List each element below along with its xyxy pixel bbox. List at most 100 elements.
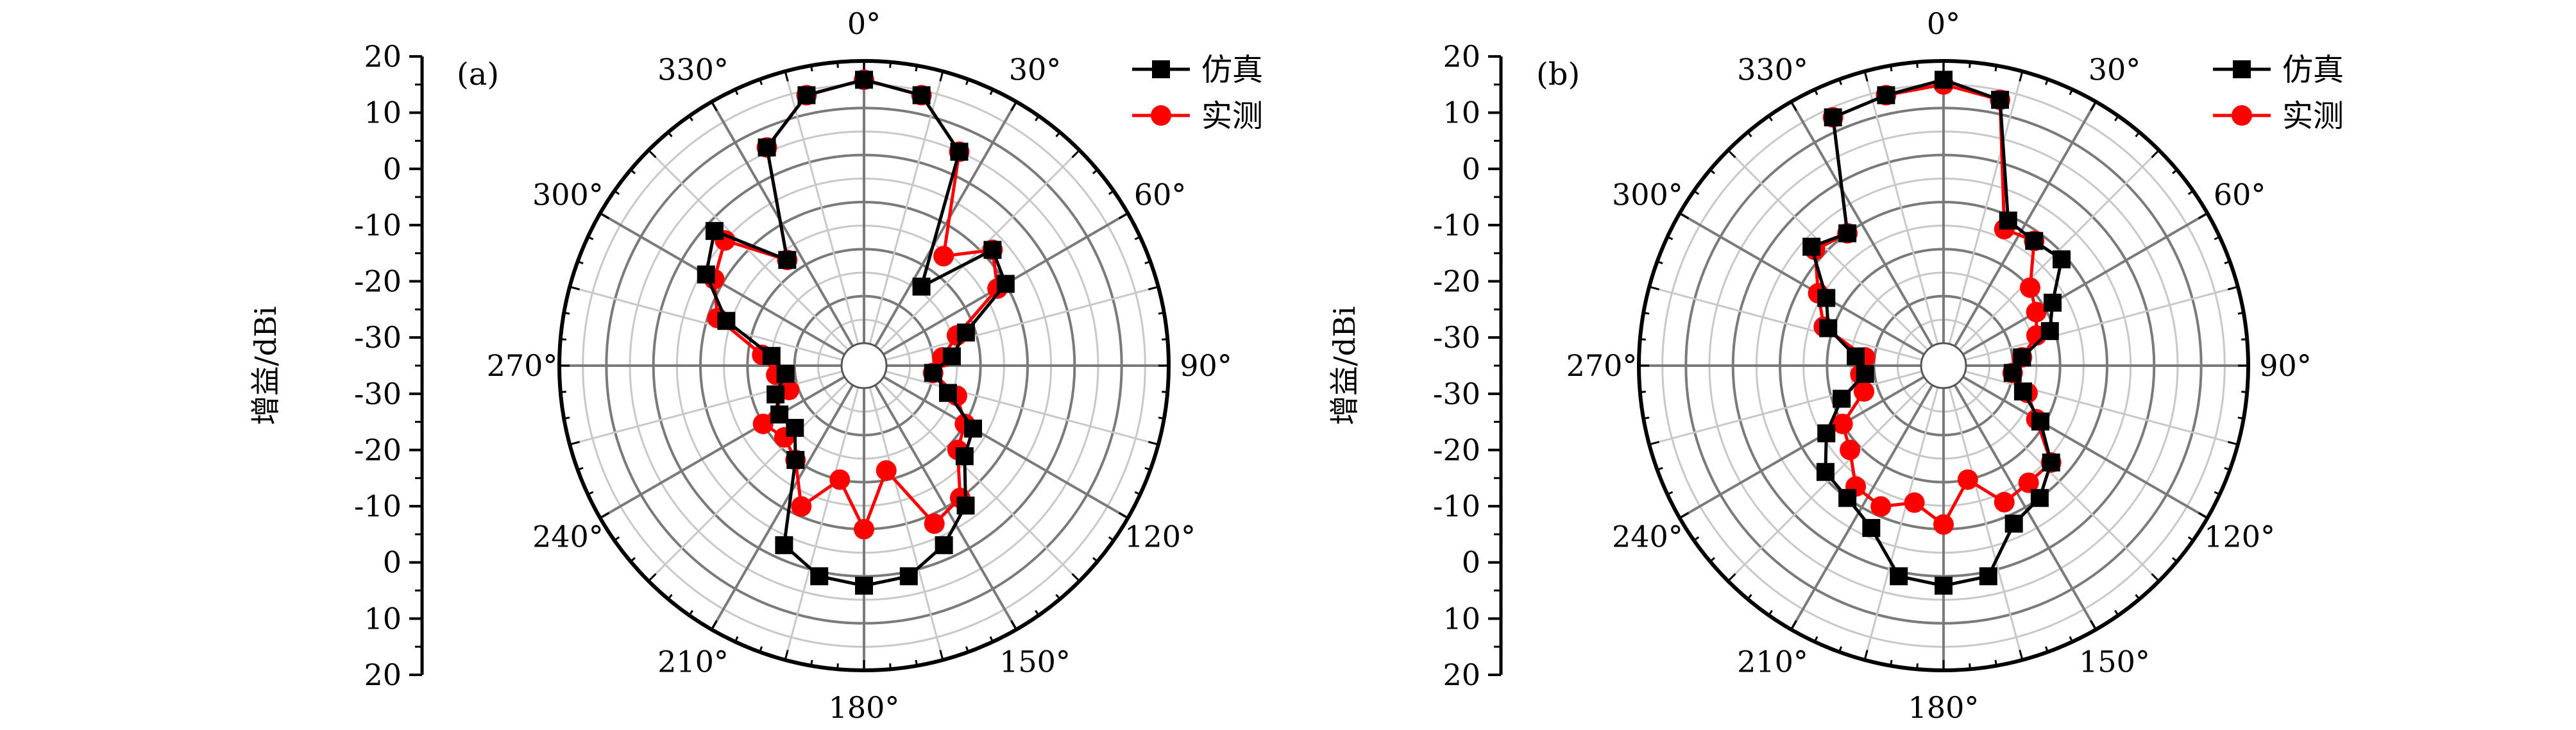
angle-label: 330° [657,52,729,87]
data-point [964,420,983,438]
angle-tick [2044,79,2049,85]
angle-label: 300° [532,178,604,212]
data-point [767,385,785,403]
angle-tick [1890,65,1893,72]
angle-tick [1144,260,1151,265]
angle-tick [1158,416,1165,420]
data-point [797,86,816,105]
data-point [1838,224,1857,242]
data-point [1847,347,1865,366]
panel-a: 0° 30° 60° 90° 120° 150° 180° 210° 240° 270° 300° 3… [248,6,1263,725]
radial-tick-label: 0 [1462,151,1480,186]
angular-gridline [869,71,944,344]
angular-gridline [784,71,860,344]
angle-tick [2135,594,2140,600]
angle-tick [2214,235,2221,241]
angle-tick [1813,636,1818,643]
angle-tick [667,132,673,137]
angle-tick [2019,71,2024,82]
angle-tick [569,285,580,291]
angle-tick [1916,62,1919,68]
data-point [786,419,804,437]
angle-tick [1648,285,1660,291]
data-point [752,413,774,434]
data-point [775,536,793,554]
angular-gridline [1958,380,2160,582]
angle-tick [1010,101,1017,112]
angle-tick [1055,132,1061,137]
angular-gridline [1863,387,1939,661]
data-point [1957,469,1978,490]
data-point [1824,108,1842,126]
angle-tick [577,260,584,265]
angle-tick [1838,646,1843,652]
angle-tick [1144,466,1151,471]
data-point [2020,277,2041,298]
angle-tick [1640,391,1646,393]
angle-tick [989,89,994,96]
data-point [829,469,851,490]
radial-tick-label: 10 [364,96,402,130]
data-point [2053,250,2071,269]
data-point [2040,322,2059,341]
angle-tick [1158,312,1165,315]
data-point [1994,491,2015,513]
angle-label: 30° [2089,52,2141,87]
angle-label: 150° [999,645,1071,679]
angle-tick [1666,491,1674,496]
data-point [983,241,1002,259]
data-point [956,497,975,515]
legend-marker [2232,105,2252,126]
data-point [1870,496,1892,517]
angle-tick [915,65,918,72]
angular-gridline [1863,71,1939,344]
data-point [1862,519,1881,538]
legend-marker [1151,105,1171,126]
data-point [1833,389,1851,408]
angle-tick [599,512,610,519]
angle-tick [889,62,892,68]
data-point [1933,514,1954,535]
polar-center [840,342,888,389]
angle-tick [1813,89,1818,96]
data-point [705,222,724,241]
legend-marker [1152,60,1170,78]
angular-gridline [1965,285,2239,361]
data-point [1802,237,1821,256]
angle-tick [1727,149,1736,158]
angular-gridline [1679,212,1925,356]
data-point [935,536,953,554]
angle-tick [784,649,789,661]
polar-center [1920,342,1967,389]
angle-label: 300° [1612,178,1683,212]
angle-tick [1863,649,1868,661]
angle-tick [599,212,610,219]
angle-tick [1657,466,1663,471]
angle-tick [1640,338,1646,341]
legend-marker [2233,60,2251,78]
data-point [924,364,942,382]
angle-tick [1790,101,1797,112]
panel-label: (a) [457,56,499,92]
radial-tick-label: 10 [1443,96,1480,130]
angular-gridline [1727,380,1929,582]
data-point [899,567,918,586]
angular-gridline [874,384,1018,631]
angle-label: 180° [829,690,900,725]
angle-tick [1092,557,1098,563]
angular-gridline [1790,384,1934,631]
data-point [1840,439,1861,461]
angular-gridline [1953,384,2097,631]
angular-gridline [1679,375,1925,520]
angular-gridline [1948,387,2024,661]
angle-tick [1790,620,1797,631]
angle-label: 60° [1134,178,1187,212]
data-point [758,138,776,157]
data-point [762,346,781,365]
radial-tick-label: 0 [383,151,402,186]
radial-tick-label: -10 [1433,489,1480,523]
angle-tick [614,536,620,541]
radial-tick-label: 20 [364,39,402,74]
angle-tick [1890,659,1893,666]
